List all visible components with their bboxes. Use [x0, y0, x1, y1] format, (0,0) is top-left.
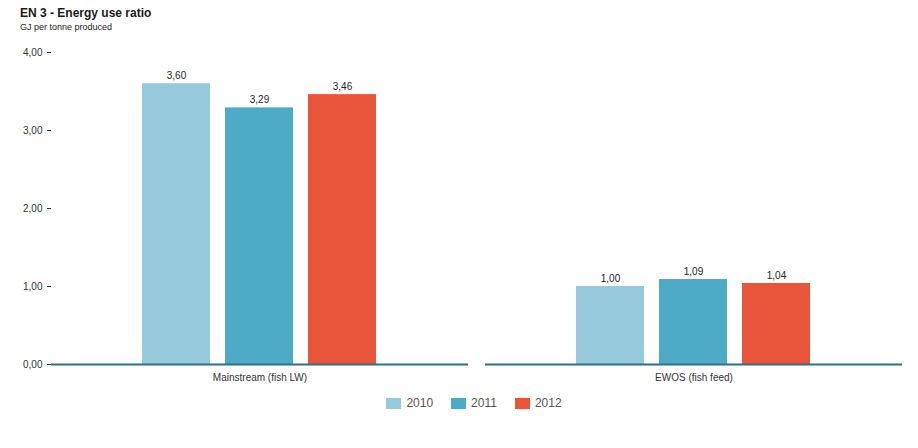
svg-text:Mainstream (fish LW): Mainstream (fish LW)	[213, 372, 307, 383]
html-text:EN 3 - Energy use ratio: EN 3 - Energy use ratio	[20, 6, 152, 20]
html-text:2011: 2011	[471, 396, 497, 410]
svg-text:1,04: 1,04	[767, 270, 787, 281]
html-text:2010: 2010	[406, 396, 434, 410]
html-text:2012: 2012	[534, 396, 562, 410]
svg-text:1,09: 1,09	[684, 266, 704, 277]
svg-text:4,00: 4,00	[23, 47, 43, 58]
svg-text:0,00: 0,00	[23, 359, 43, 370]
svg-text:EWOS (fish feed): EWOS (fish feed)	[655, 372, 733, 383]
svg-text:3,29: 3,29	[250, 94, 270, 105]
svg-text:1,00: 1,00	[601, 273, 621, 284]
html-text:GJ per tonne produced: GJ per tonne produced	[20, 22, 113, 32]
svg-text:3,46: 3,46	[333, 81, 353, 92]
svg-text:1,00: 1,00	[23, 281, 43, 292]
svg-text:3,00: 3,00	[23, 125, 43, 136]
svg-text:3,60: 3,60	[167, 70, 187, 81]
svg-text:2,00: 2,00	[23, 203, 43, 214]
